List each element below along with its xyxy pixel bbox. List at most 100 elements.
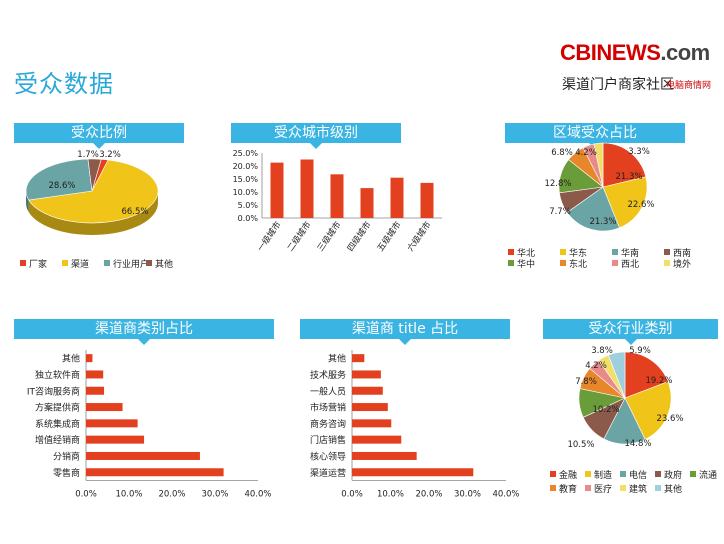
region-slice-华北 (602, 142, 647, 188)
industry-value-label: 19.2% (645, 376, 672, 386)
industry-value-label: 14.8% (624, 439, 651, 449)
region-value-label: 21.3% (615, 172, 642, 182)
region-legend-swatch (508, 260, 514, 266)
industry-legend-item: 其他 (664, 483, 682, 495)
region-value-label: 22.6% (627, 200, 654, 210)
audience-ratio-value-label: 66.5% (121, 207, 148, 217)
audience-ratio-legend-swatch (104, 260, 110, 266)
audience-ratio-title: 受众比例 (14, 123, 184, 149)
channel-title-bar (352, 386, 383, 395)
audience-ratio-slice-行业用户 (25, 158, 93, 201)
logo-tagline: 渠道门户商家社区 (562, 77, 674, 93)
audience-ratio-value-label: 1.7% (77, 150, 99, 160)
industry-legend-item: 医疗 (594, 483, 612, 495)
region-legend-swatch (664, 249, 670, 255)
industry-legend-swatch (585, 485, 591, 491)
channel-type-bar (86, 435, 145, 444)
industry-legend-swatch (620, 485, 626, 491)
channel-title-title: 渠道商 title 占比 (300, 319, 510, 345)
channel-type-y-tick: 增值经销商 (35, 434, 80, 446)
audience-ratio-legend-item: 渠道 (71, 258, 89, 270)
industry-legend-swatch (550, 471, 556, 477)
channel-title-bar (352, 435, 402, 444)
region-value-label: 3.3% (628, 147, 650, 157)
city-level-bar (270, 162, 284, 218)
region-chart: 21.3% 22.6% 21.3% 7.7% 12.8% 6.8% 4.2% 3.3% 华北 华东… (508, 142, 691, 270)
channel-title-y-tick: 渠道运营 (310, 467, 346, 479)
channel-type-x-tick: 20.0% (158, 489, 185, 499)
channel-title-y-tick: 核心领导 (310, 450, 346, 462)
audience-ratio-legend-swatch (20, 260, 26, 266)
city-level-bar (420, 182, 434, 218)
channel-type-y-tick: 分销商 (53, 450, 80, 462)
region-value-label: 4.2% (575, 148, 597, 158)
industry-slice-其他 (607, 351, 626, 399)
industry-legend-swatch (550, 485, 556, 491)
industry-value-label: 10.2% (592, 405, 619, 415)
region-legend-swatch (560, 249, 566, 255)
channel-type-bar (86, 451, 200, 460)
logo-wordmark: CBINEWS.com (560, 40, 710, 66)
channel-title-y-tick: 其他 (328, 353, 346, 365)
region-legend-item: 东北 (569, 258, 587, 270)
region-value-label: 7.7% (549, 207, 571, 217)
industry-legend-item: 电信 (629, 469, 647, 481)
industry-legend-swatch (585, 471, 591, 477)
channel-title-y-tick: 技术服务 (310, 369, 346, 381)
channel-type-bar (86, 403, 123, 412)
channel-title-y-tick: 市场营销 (310, 402, 346, 414)
audience-ratio-slice-其他 (87, 158, 102, 192)
channel-type-y-tick: IT咨询服务商 (27, 385, 80, 397)
industry-value-label: 10.5% (567, 440, 594, 450)
channel-type-bar (86, 386, 105, 395)
region-slice-华东 (602, 176, 648, 229)
audience-ratio-legend-item: 厂家 (29, 258, 47, 270)
channel-type-y-tick: 其他 (62, 353, 80, 365)
page-title: 受众数据 (14, 70, 114, 98)
industry-value-label: 7.8% (575, 377, 597, 387)
industry-legend-item: 教育 (559, 483, 577, 495)
channel-type-x-tick: 10.0% (115, 489, 142, 499)
city-level-y-tick: 0.0% (238, 214, 259, 223)
industry-legend-item: 流通 (699, 469, 717, 481)
channel-title-y-tick: 商务咨询 (310, 418, 346, 430)
industry-value-label: 4.2% (585, 361, 607, 371)
channel-title-bar (352, 419, 392, 428)
channel-type-bar (86, 354, 93, 363)
channel-type-x-tick: 0.0% (75, 489, 97, 499)
city-level-y-tick: 5.0% (238, 201, 259, 210)
region-slice-境外 (593, 142, 604, 188)
audience-ratio-legend-item: 其他 (155, 258, 173, 270)
channel-title-y-tick: 一般人员 (310, 385, 346, 397)
region-value-label: 12.8% (544, 179, 571, 189)
region-slice-华南 (566, 186, 620, 232)
industry-slice-金融 (624, 351, 669, 399)
city-level-bar (330, 174, 344, 218)
channel-type-x-tick: 30.0% (201, 489, 228, 499)
brand-logo: CBINEWS.com 渠道门户商家社区 电脑商情网 (548, 30, 724, 102)
industry-value-label: 23.6% (656, 414, 683, 424)
channel-title-bar (352, 451, 417, 460)
channel-title-bar (352, 370, 381, 379)
city-level-y-tick: 20.0% (233, 162, 259, 171)
channel-type-x-tick: 40.0% (244, 489, 271, 499)
region-legend-swatch (612, 260, 618, 266)
industry-legend-swatch (690, 471, 696, 477)
logo-main-text: CBINEWS (560, 40, 661, 65)
channel-title-x-tick: 0.0% (341, 489, 363, 499)
channel-title-bar (352, 403, 388, 412)
city-level-title: 受众城市级别 (231, 123, 401, 149)
industry-value-label: 3.8% (591, 346, 613, 356)
region-value-label: 6.8% (551, 148, 573, 158)
logo-subbrand: 电脑商情网 (666, 81, 712, 91)
channel-type-bar (86, 370, 104, 379)
channel-type-y-tick: 系统集成商 (35, 418, 80, 430)
audience-ratio-legend-item: 行业用户 (113, 258, 149, 270)
audience-ratio-slice-渠道 (28, 159, 159, 224)
channel-title-bar (352, 354, 365, 363)
region-title: 区域受众占比 (505, 123, 685, 149)
industry-legend-swatch (655, 471, 661, 477)
city-level-x-tick: 一级城市 (255, 219, 284, 254)
region-legend-item: 境外 (673, 258, 691, 270)
region-value-label: 21.3% (589, 217, 616, 227)
